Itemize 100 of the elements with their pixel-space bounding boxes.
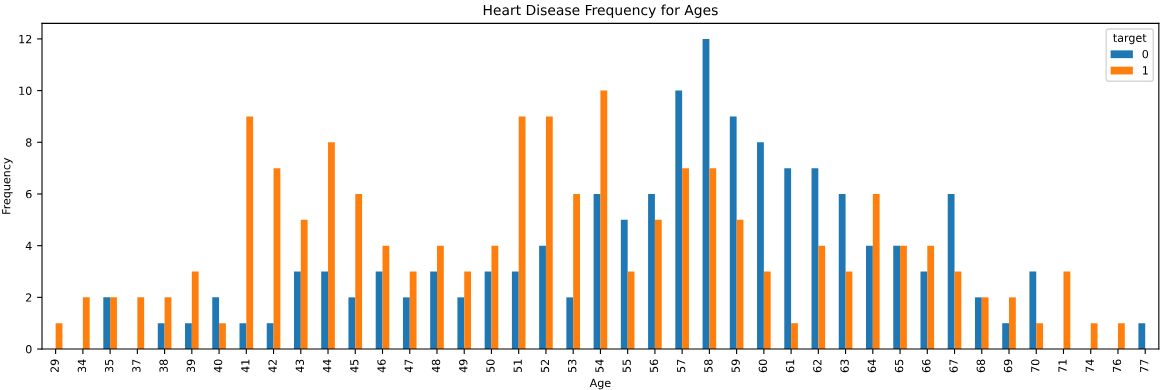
x-tick-label: 42	[268, 359, 277, 373]
bar	[709, 168, 717, 350]
bar	[185, 323, 192, 350]
x-tick-label: 43	[295, 359, 305, 373]
bar	[321, 271, 329, 350]
x-tick-label: 68	[976, 359, 985, 373]
x-tick-label: 61	[785, 359, 795, 373]
bar	[491, 245, 499, 350]
x-tick-label: 57	[677, 359, 686, 373]
y-axis-title: Frequency	[2, 157, 13, 214]
x-tick-label: 59	[731, 359, 740, 373]
bar	[927, 245, 935, 350]
bar	[137, 297, 145, 350]
bar	[920, 271, 928, 350]
x-tick-label: 66	[922, 359, 931, 373]
bar	[328, 142, 335, 350]
bar	[110, 297, 117, 350]
x-tick-label: 37	[132, 359, 141, 373]
x-tick-label: 50	[486, 359, 495, 373]
bar	[103, 297, 111, 350]
x-tick-label: 56	[649, 359, 659, 373]
bar	[539, 245, 546, 350]
bar	[981, 297, 989, 350]
x-tick-label: 34	[77, 359, 87, 373]
y-tick-label: 8	[25, 138, 32, 147]
bar	[266, 323, 274, 350]
legend-label: 0	[1142, 49, 1149, 59]
legend-title: target	[1113, 34, 1147, 45]
x-tick-label: 45	[350, 359, 359, 373]
legend-label: 1	[1142, 66, 1148, 75]
bar	[82, 297, 90, 350]
x-tick-label: 48	[431, 359, 441, 373]
y-tick-label: 4	[25, 241, 32, 250]
bar	[191, 271, 199, 350]
x-tick-label: 55	[622, 359, 631, 373]
x-tick-label: 62	[813, 359, 822, 373]
bar	[675, 90, 683, 350]
bar	[157, 323, 165, 350]
bar	[974, 297, 982, 350]
bar	[511, 271, 519, 350]
y-tick-label: 0	[25, 345, 32, 354]
x-tick-label: 74	[1085, 359, 1094, 372]
x-tick-label: 54	[595, 359, 604, 373]
x-tick-label: 60	[758, 359, 768, 373]
bar	[518, 116, 526, 350]
bar	[300, 219, 308, 350]
bar	[757, 142, 764, 350]
bar	[219, 323, 226, 350]
bar	[457, 297, 465, 350]
bar	[212, 297, 220, 350]
x-tick-label: 29	[50, 359, 59, 373]
y-tick-label: 10	[19, 86, 32, 95]
bar	[409, 271, 417, 350]
x-tick-label: 41	[241, 359, 250, 373]
x-tick-label: 76	[1112, 359, 1122, 372]
bar	[947, 193, 955, 350]
x-tick-label: 67	[949, 359, 958, 373]
x-tick-label: 39	[186, 359, 196, 373]
bar	[1029, 271, 1037, 350]
bar	[545, 116, 553, 350]
bar	[729, 116, 737, 350]
y-tick-label: 2	[26, 293, 32, 302]
bar	[818, 245, 826, 350]
bar	[682, 168, 689, 350]
bar	[239, 323, 247, 350]
x-tick-label: 70	[1031, 359, 1040, 372]
bar	[375, 271, 383, 350]
bar	[893, 245, 901, 350]
x-tick-label: 63	[840, 359, 849, 373]
x-tick-label: 58	[704, 359, 713, 373]
bar	[348, 297, 356, 350]
bar	[791, 323, 798, 350]
x-tick-label: 44	[322, 359, 332, 373]
x-tick-label: 35	[104, 359, 114, 373]
bar	[573, 193, 580, 350]
x-tick-label: 69	[1003, 359, 1013, 373]
bar	[872, 193, 880, 350]
x-tick-label: 71	[1058, 359, 1067, 372]
bar	[1117, 323, 1125, 350]
bar	[1090, 323, 1098, 350]
x-tick-label: 77	[1140, 359, 1149, 372]
x-tick-label: 47	[404, 359, 413, 373]
bar	[600, 90, 608, 350]
bar	[1063, 271, 1071, 350]
bar	[355, 193, 363, 350]
x-tick-label: 46	[377, 359, 386, 373]
bar	[620, 219, 628, 350]
chart-title: Heart Disease Frequency for Ages	[483, 4, 718, 18]
bar	[436, 245, 444, 350]
bar	[900, 245, 907, 350]
x-tick-label: 65	[894, 359, 904, 373]
bar	[866, 245, 873, 350]
x-tick-label: 51	[513, 359, 522, 373]
bar	[1002, 323, 1010, 350]
bar	[246, 116, 254, 350]
x-tick-label: 38	[159, 359, 168, 373]
bar	[402, 297, 410, 350]
bar	[838, 193, 846, 350]
bar	[648, 193, 655, 350]
x-tick-label: 64	[867, 359, 877, 373]
